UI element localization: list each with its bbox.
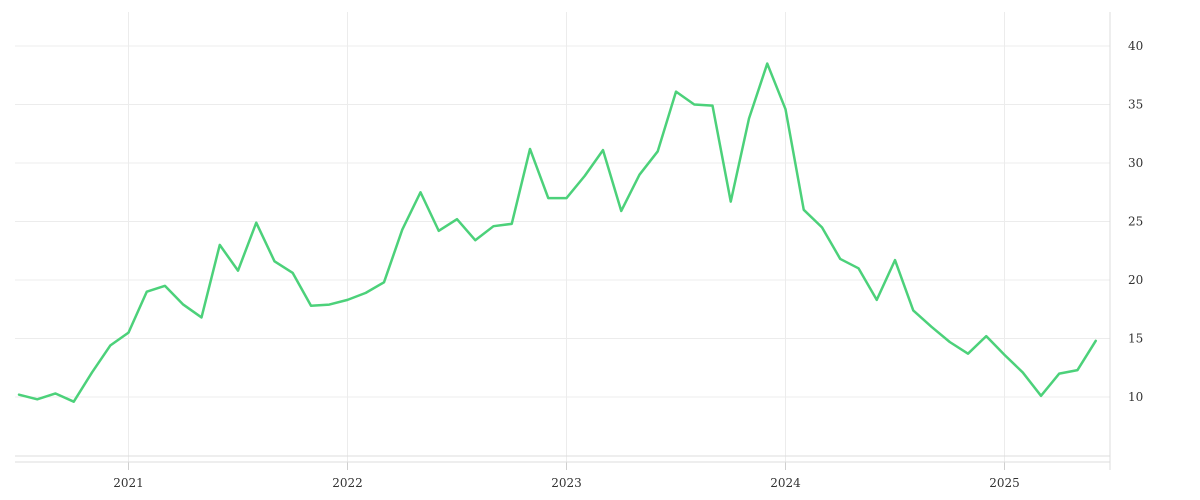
x-tick-label: 2024 bbox=[770, 476, 801, 490]
y-tick-label: 40 bbox=[1128, 39, 1143, 53]
series-line bbox=[17, 62, 1097, 403]
y-tick-label: 30 bbox=[1128, 156, 1143, 170]
x-tick-label: 2022 bbox=[332, 476, 363, 490]
series-layer bbox=[17, 62, 1097, 403]
y-tick-label: 15 bbox=[1128, 332, 1143, 346]
x-tick-label: 2023 bbox=[551, 476, 582, 490]
grid bbox=[15, 12, 1110, 462]
y-tick-label: 10 bbox=[1128, 390, 1143, 404]
axes bbox=[15, 12, 1111, 470]
y-tick-label: 35 bbox=[1128, 98, 1143, 112]
x-tick-label: 2025 bbox=[989, 476, 1020, 490]
x-tick-label: 2021 bbox=[113, 476, 144, 490]
y-tick-label: 25 bbox=[1128, 215, 1143, 229]
y-tick-label: 20 bbox=[1128, 273, 1143, 287]
